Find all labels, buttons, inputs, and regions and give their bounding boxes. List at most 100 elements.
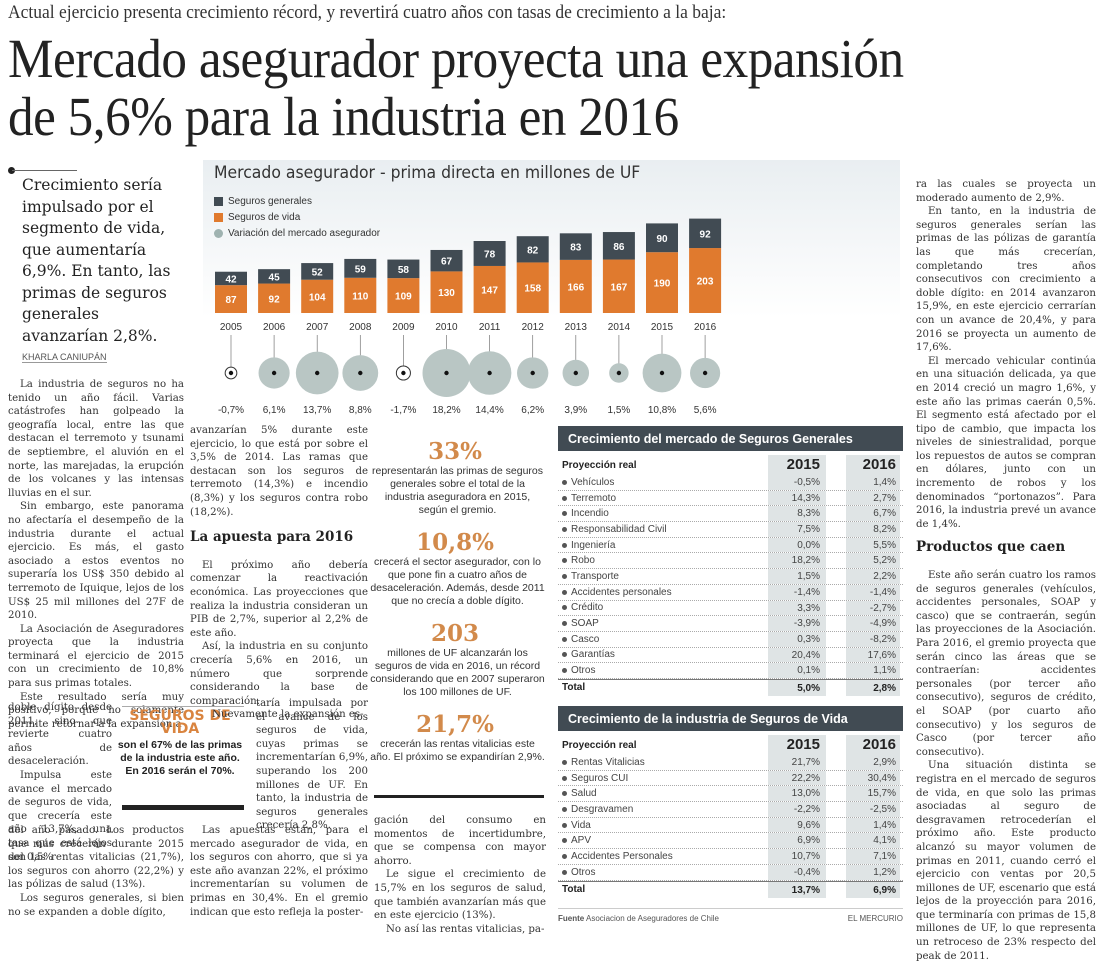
bullet-icon	[562, 775, 567, 781]
x-tick-label: 2011	[479, 322, 501, 333]
row-label: Vehículos	[571, 476, 615, 488]
x-tick-label: 2013	[565, 322, 588, 333]
legend-label: Seguros de vida	[228, 212, 301, 223]
dek-rule	[12, 170, 77, 171]
value-2016: -1,4%	[846, 584, 900, 600]
variation-label: -1,7%	[390, 405, 416, 416]
data-label-generales: 42	[225, 274, 237, 285]
value-2015: 9,6%	[768, 817, 826, 833]
data-label-generales: 45	[269, 272, 281, 283]
variation-center-dot	[228, 370, 234, 376]
row-label: Total	[562, 884, 586, 895]
row-label: Salud	[571, 788, 597, 800]
data-label-vida: 92	[269, 294, 281, 305]
value-2015: 21,7%	[768, 755, 826, 770]
variation-label: 14,4%	[475, 405, 503, 416]
value-2016: 2,7%	[846, 490, 900, 506]
table-total-row: Total 13,7% 6,9%	[558, 880, 903, 898]
bar-seguros-vida	[258, 283, 291, 313]
table-header-row: Proyección real 2015 2016	[558, 455, 903, 475]
callout-title: SEGUROS DE VIDA	[129, 708, 231, 737]
table-row: Desgravamen -2,2% -2,5%	[558, 802, 903, 818]
headline-line-1: Mercado asegurador proyecta una expansió…	[8, 28, 904, 89]
variation-label: 10,8%	[648, 405, 676, 416]
value-2016: 15,7%	[846, 786, 900, 802]
bullet-icon	[562, 558, 567, 564]
value-2015: 13,0%	[768, 786, 826, 802]
data-label-vida: 109	[395, 292, 412, 303]
data-label-vida: 104	[309, 292, 326, 303]
bullet-icon	[562, 589, 567, 595]
x-tick-label: 2008	[349, 322, 372, 333]
bullet-icon	[562, 652, 567, 658]
row-label-cell: Rentas Vitalicias	[558, 757, 768, 768]
variation-label: 18,2%	[432, 405, 460, 416]
x-tick-label: 2010	[435, 322, 458, 333]
value-2015: 1,5%	[768, 569, 826, 584]
row-label: Ingeniería	[571, 539, 616, 551]
value-2016: 2,9%	[846, 755, 900, 770]
row-label-cell: Total	[558, 884, 768, 895]
data-label-generales: 78	[484, 249, 496, 260]
bullet-icon	[562, 542, 567, 548]
value-2015: 20,4%	[768, 647, 826, 663]
variation-label: 3,9%	[564, 405, 587, 416]
row-label: Otros	[571, 665, 596, 677]
table-row: Transporte 1,5% 2,2%	[558, 569, 903, 585]
bar-seguros-generales	[602, 232, 635, 260]
value-2015: 3,3%	[768, 600, 826, 616]
paragraph: gación del consumo en momentos de incert…	[374, 815, 546, 867]
paragraph: Los seguros generales, si bien no se exp…	[8, 892, 184, 918]
table-row: Otros -0,4% 1,2%	[558, 864, 903, 881]
bullet-icon	[562, 605, 567, 611]
article-column-2: avanzarían 5% durante este ejercicio, lo…	[190, 424, 368, 722]
table-row: Seguros CUI 22,2% 30,4%	[558, 770, 903, 787]
row-label: Crédito	[571, 602, 604, 614]
row-label-cell: Transporte	[558, 571, 768, 582]
bar-seguros-generales	[473, 241, 506, 266]
legend-swatch-variacion	[214, 229, 223, 238]
value-2015: 10,7%	[768, 849, 826, 864]
value-2015: 8,3%	[768, 506, 826, 522]
data-label-generales: 58	[398, 265, 410, 276]
table-row: Salud 13,0% 15,7%	[558, 786, 903, 803]
bullet-icon	[562, 479, 567, 485]
value-2016: -8,2%	[846, 631, 900, 647]
stat-number: 203	[430, 620, 479, 647]
paragraph: doble dígito desde 2011, sino que revier…	[8, 702, 112, 768]
stat-text: crecerá el sector asegurador, con lo que…	[370, 556, 545, 607]
value-2015: -0,5%	[768, 475, 826, 490]
chart-title: Mercado asegurador - prima directa en mi…	[214, 163, 641, 183]
paragraph: Impulsa este avance el mercado de seguro…	[8, 769, 112, 863]
value-2015: 7,5%	[768, 522, 826, 537]
data-label-vida: 130	[438, 288, 455, 299]
row-label-cell: SOAP	[558, 618, 768, 629]
table-row: Crédito 3,3% -2,7%	[558, 600, 903, 617]
variation-center-dot	[573, 370, 578, 376]
x-tick-label: 2014	[608, 322, 631, 333]
paragraph: En tanto, en la industria de seguros gen…	[916, 206, 1096, 354]
data-label-generales: 90	[656, 234, 668, 245]
variation-label: 6,1%	[263, 405, 286, 416]
x-tick-label: 2012	[522, 322, 545, 333]
bar-seguros-vida	[344, 277, 377, 313]
bar-seguros-vida	[516, 262, 549, 313]
bullet-icon	[562, 838, 567, 844]
byline: KHARLA CANIUPÁN	[22, 352, 107, 363]
table-row: SOAP -3,9% -4,9%	[558, 616, 903, 632]
paragraph: ra las cuales se proyecta un moderado au…	[916, 179, 1096, 204]
source-text: Asociacion de Aseguradores de Chile	[586, 914, 719, 923]
variation-center-dot	[487, 370, 492, 376]
bar-seguros-generales	[301, 263, 334, 280]
data-label-vida: 110	[352, 291, 369, 302]
legend-swatch-generales	[214, 197, 223, 206]
row-label: Vida	[571, 819, 591, 831]
value-2015: 2015	[768, 455, 826, 475]
row-label-cell: Incendio	[558, 508, 768, 519]
bar-seguros-vida	[602, 259, 635, 313]
table-row: Robo 18,2% 5,2%	[558, 553, 903, 570]
row-label: Total	[562, 682, 586, 694]
variation-label: 13,7%	[303, 405, 331, 416]
row-label: Proyección real	[562, 739, 637, 751]
stat-text: crecerán las rentas vitalicias este año.…	[370, 738, 545, 763]
